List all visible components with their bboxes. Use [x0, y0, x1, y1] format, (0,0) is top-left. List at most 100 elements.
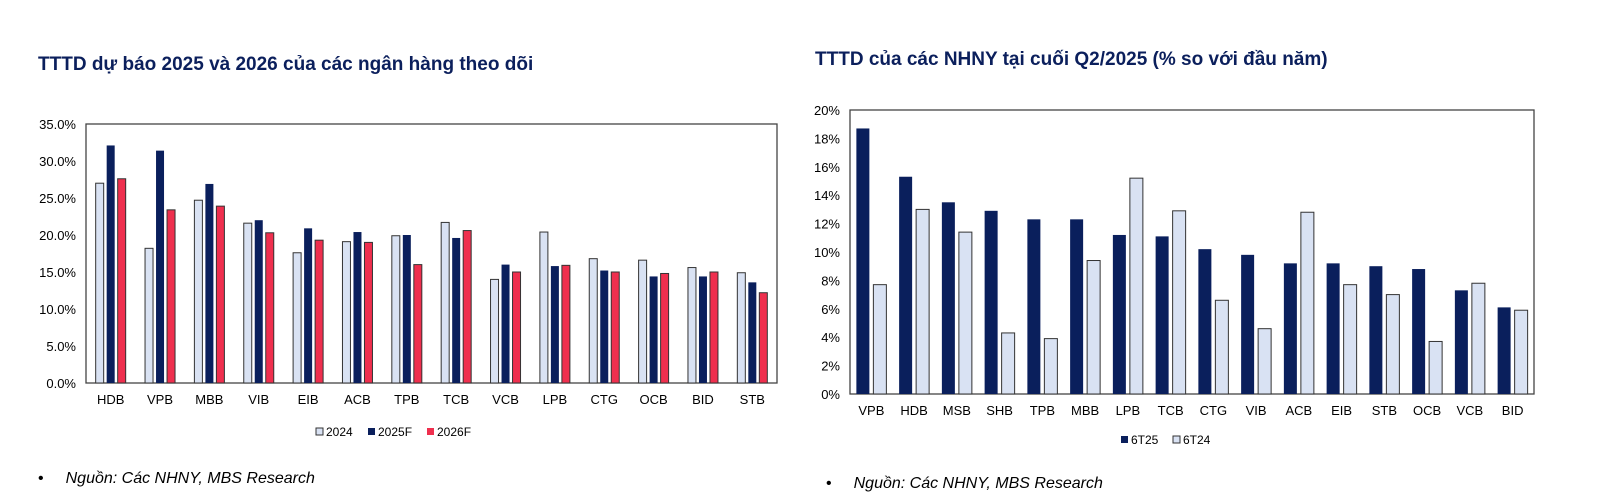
right-chart-title: TTTD của các NHNY tại cuối Q2/2025 (% so… [815, 49, 1328, 70]
right-plot-frame [849, 109, 1535, 395]
left-chart-title: TTTD dự báo 2025 và 2026 của các ngân hà… [38, 54, 534, 75]
left-plot-frame [85, 123, 778, 384]
right-bar-6T24-TPB [1043, 338, 1058, 395]
right-xtick-label: VCB [1457, 403, 1484, 418]
right-xtick-label: LPB [1116, 403, 1141, 418]
left-bar-2024-HDB [95, 182, 105, 384]
right-bar-6T25-ACB [1283, 263, 1297, 394]
left-bar-2024-STB [736, 272, 746, 384]
right-ytick-label: 0% [821, 387, 840, 402]
right-bar-6T25-STB [1369, 266, 1383, 394]
left-xtick-label: STB [740, 392, 765, 407]
left-bar-2026F-VIB [265, 232, 275, 384]
right-ytick-label: 14% [814, 188, 840, 203]
left-bar-2026F-OCB [660, 272, 670, 384]
left-xtick-label: TPB [394, 392, 419, 407]
right-bar-6T24-MSB [958, 231, 973, 395]
right-legend-swatch-6T24 [1172, 435, 1181, 444]
left-bar-2026F-BID [709, 271, 719, 384]
right-bar-6T25-OCB [1412, 269, 1426, 394]
left-bar-2026F-CTG [610, 271, 620, 384]
left-bar-2024-ACB [341, 241, 351, 384]
left-legend-label-2024: 2024 [326, 425, 353, 439]
left-bar-2025F-VIB [254, 220, 263, 383]
left-bar-2024-TCB [440, 221, 450, 384]
right-bar-6T25-TCB [1155, 236, 1169, 394]
left-bar-2024-OCB [638, 259, 648, 384]
left-ytick-label: 30.0% [39, 154, 76, 169]
left-ytick-label: 35.0% [39, 117, 76, 132]
left-bar-2025F-LPB [550, 266, 559, 383]
left-bar-2024-EIB [292, 252, 302, 384]
left-legend-label-2026F: 2026F [437, 425, 471, 439]
right-source: • Nguồn: Các NHNY, MBS Research [826, 475, 1103, 492]
left-xtick-label: MBB [195, 392, 223, 407]
right-xtick-label: CTG [1200, 403, 1227, 418]
right-bar-6T24-VPB [872, 284, 887, 395]
right-bar-6T25-MSB [941, 202, 955, 394]
right-legend-label-6T24: 6T24 [1183, 433, 1211, 447]
left-bar-2024-LPB [539, 231, 549, 384]
left-legend-swatch-2026F [427, 428, 434, 435]
left-bar-2026F-LPB [561, 264, 571, 384]
left-ytick-label: 20.0% [39, 228, 76, 243]
left-xtick-label: LPB [543, 392, 568, 407]
right-xtick-label: HDB [900, 403, 927, 418]
right-ytick-label: 12% [814, 217, 840, 232]
right-bar-6T25-BID [1497, 307, 1511, 394]
right-bar-6T24-ACB [1300, 211, 1315, 395]
right-xtick-label: MBB [1071, 403, 1099, 418]
left-bar-2025F-CTG [600, 270, 609, 383]
right-bar-6T24-VCB [1471, 282, 1486, 395]
right-bar-6T24-EIB [1343, 284, 1358, 395]
left-bar-2026F-ACB [363, 241, 373, 384]
right-legend-label-6T25: 6T25 [1131, 433, 1159, 447]
left-legend-swatch-2025F [368, 428, 375, 435]
left-bar-2025F-MBB [205, 183, 214, 383]
right-ytick-label: 8% [821, 273, 840, 288]
right-bar-6T25-VPB [856, 128, 870, 394]
left-xtick-label: VPB [147, 392, 173, 407]
right-xtick-label: OCB [1413, 403, 1441, 418]
left-bar-2026F-TCB [462, 230, 472, 384]
right-bar-6T25-VCB [1454, 290, 1468, 394]
left-bar-2026F-STB [758, 292, 768, 384]
left-bar-2024-VCB [490, 278, 500, 384]
left-source-text: Nguồn: Các NHNY, MBS Research [65, 470, 315, 487]
left-bar-2025F-BID [698, 276, 707, 383]
left-bar-2026F-VCB [512, 271, 522, 384]
left-bar-2026F-TPB [413, 264, 423, 384]
right-bar-6T24-HDB [915, 208, 930, 395]
right-bar-6T24-SHB [1001, 332, 1016, 395]
left-xtick-label: BID [692, 392, 714, 407]
right-xtick-label: TCB [1158, 403, 1184, 418]
right-ytick-label: 10% [814, 245, 840, 260]
right-bar-6T24-BID [1514, 309, 1529, 395]
left-xtick-label: VCB [492, 392, 519, 407]
right-bar-6T24-LPB [1129, 177, 1144, 395]
right-xtick-label: TPB [1030, 403, 1055, 418]
left-ytick-label: 15.0% [39, 265, 76, 280]
right-bar-6T25-VIB [1241, 254, 1255, 394]
left-bar-2026F-EIB [314, 239, 324, 384]
right-bar-6T24-TCB [1172, 210, 1187, 395]
left-bar-2025F-TCB [452, 237, 461, 383]
left-bar-2025F-STB [748, 282, 757, 383]
right-ytick-label: 16% [814, 160, 840, 175]
left-xtick-label: CTG [591, 392, 618, 407]
left-source: • Nguồn: Các NHNY, MBS Research [38, 470, 315, 487]
right-xtick-label: SHB [986, 403, 1013, 418]
right-bar-6T24-STB [1385, 294, 1400, 395]
right-ytick-label: 2% [821, 359, 840, 374]
right-bar-6T25-EIB [1326, 263, 1340, 394]
left-bar-2025F-ACB [353, 232, 362, 383]
right-bar-6T25-SHB [984, 210, 998, 394]
right-ytick-label: 6% [821, 302, 840, 317]
left-bar-2026F-VPB [166, 209, 176, 384]
left-xtick-label: OCB [640, 392, 668, 407]
left-legend-swatch-2024 [315, 427, 324, 436]
left-bar-2026F-HDB [117, 178, 127, 384]
left-xtick-label: EIB [298, 392, 319, 407]
right-bar-6T24-CTG [1214, 299, 1229, 395]
